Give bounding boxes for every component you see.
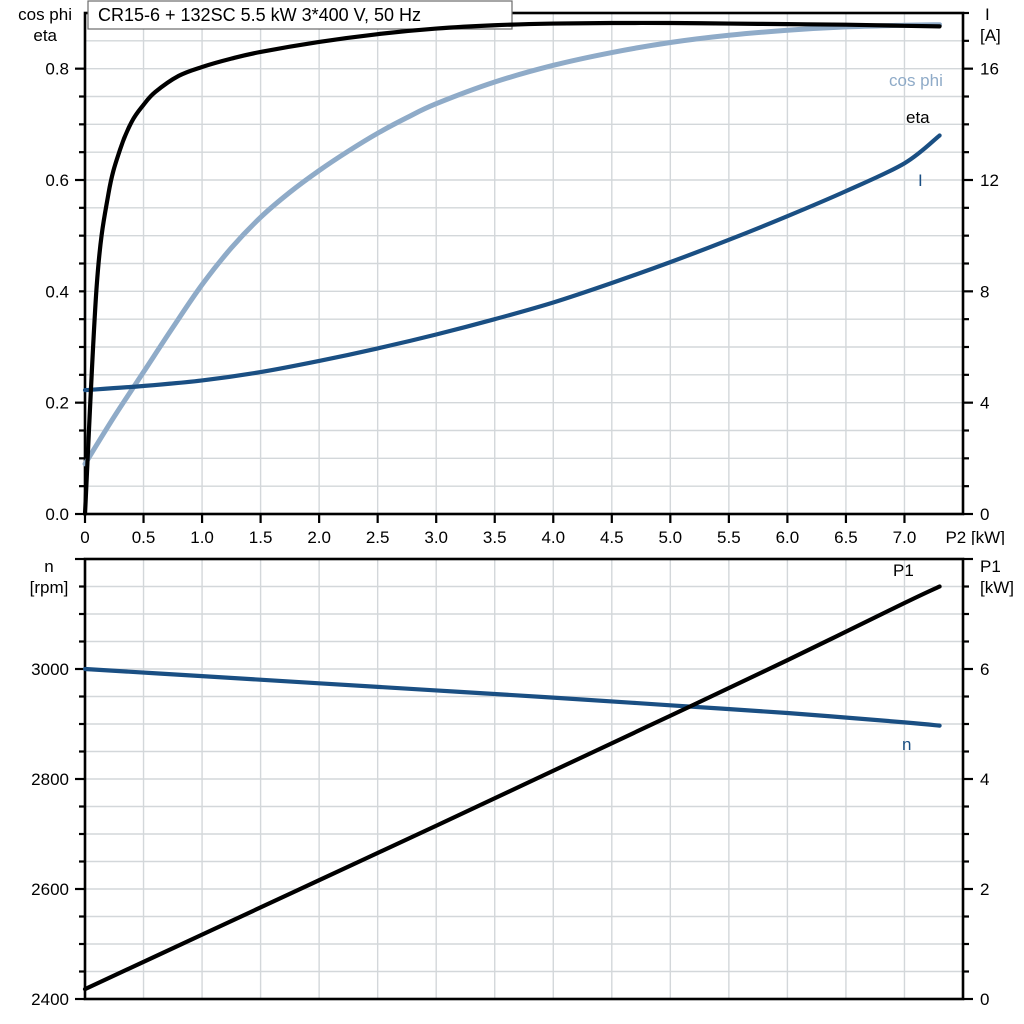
y-tick-label: 0.6 (45, 171, 69, 190)
x-tick-label: 5.5 (717, 528, 741, 545)
top-chart-svg: 0 0.5 1.0 1.5 2.0 2.5 3.0 3.5 4.0 4.5 5.0 5.5 6.0 6.5… (18, 0, 1005, 545)
curve-cos-phi (82, 22, 943, 467)
x-tick-label: 3.5 (483, 528, 507, 545)
y2-tick-label: 4 (980, 394, 989, 413)
x-tick-label: 6.5 (834, 528, 858, 545)
curve-label-speed: n (902, 735, 911, 754)
bottom-chart-svg: 2400 2600 2800 3000 n [rpm] 0 2 4 6 P1 [kW] P1 n (30, 557, 1014, 1009)
y-tick-label: 2800 (31, 770, 69, 789)
curve-label-p1: P1 (893, 561, 914, 580)
x-tick-label: 2.5 (366, 528, 390, 545)
x-tick-label: 0 (80, 528, 89, 545)
y-tick-label: 3000 (31, 660, 69, 679)
title-box-frame (87, 0, 513, 30)
curve-current (82, 133, 942, 393)
right-axis-title-line2: [kW] (980, 578, 1014, 597)
left-axis-title-line1: n (44, 557, 53, 576)
top-right-axis: 0 4 8 12 16 I [A] (963, 5, 1001, 524)
x-tick-label: 5.0 (659, 528, 683, 545)
curve-speed (82, 666, 942, 728)
bottom-left-axis: 2400 2600 2800 3000 n [rpm] (30, 557, 85, 1009)
y2-tick-label: 4 (980, 770, 989, 789)
x-tick-label: 1.5 (249, 528, 273, 545)
y2-tick-label: 16 (980, 60, 999, 79)
bottom-right-axis: 0 2 4 6 P1 [kW] (963, 557, 1014, 1009)
curve-label-current: I (918, 171, 923, 190)
curve-label-cos-phi: cos phi (889, 71, 943, 90)
right-axis-title-line1: P1 (980, 557, 1001, 576)
x-tick-label: 4.0 (541, 528, 565, 545)
top-x-axis: 0 0.5 1.0 1.5 2.0 2.5 3.0 3.5 4.0 4.5 5.0 5.5 6.0 6.5… (80, 514, 1005, 545)
left-axis-title-line2: [rpm] (30, 578, 69, 597)
left-axis-title-line1: cos phi (18, 5, 72, 24)
y2-tick-label: 12 (980, 171, 999, 190)
y-tick-label: 0.4 (45, 282, 69, 301)
x-tick-label: 6.0 (776, 528, 800, 545)
y2-tick-label: 0 (980, 505, 989, 524)
bottom-grid-group (85, 559, 963, 999)
x-tick-label: 3.0 (424, 528, 448, 545)
x-tick-label: 0.5 (132, 528, 156, 545)
curve-p1 (82, 584, 942, 992)
curve-label-eta: eta (906, 108, 930, 127)
right-axis-title-line1: I (985, 5, 990, 24)
top-left-axis: 0.0 0.2 0.4 0.6 0.8 cos phi eta (18, 5, 85, 524)
bottom-chart-panel: 2400 2600 2800 3000 n [rpm] 0 2 4 6 P1 [kW] P1 n (0, 545, 1024, 1024)
y-tick-label: 2400 (31, 990, 69, 1009)
top-chart-panel: 0 0.5 1.0 1.5 2.0 2.5 3.0 3.5 4.0 4.5 5.0 5.5 6.0 6.5… (18, 0, 1005, 545)
y2-tick-label: 8 (980, 282, 989, 301)
y-tick-label: 0.2 (45, 394, 69, 413)
right-axis-title-line2: [A] (980, 26, 1001, 45)
x-tick-label: 7.0 (893, 528, 917, 545)
x-tick-label: 1.0 (190, 528, 214, 545)
y-tick-label: 0.0 (45, 505, 69, 524)
y2-tick-label: 0 (980, 990, 989, 1009)
chart-title-text: CR15-6 + 132SC 5.5 kW 3*400 V, 50 Hz (98, 5, 421, 25)
y-tick-label: 0.8 (45, 60, 69, 79)
y-tick-label: 2600 (31, 880, 69, 899)
left-axis-title-line2: eta (33, 26, 57, 45)
y2-tick-label: 6 (980, 660, 989, 679)
chart-title-box: CR15-6 + 132SC 5.5 kW 3*400 V, 50 Hz (87, 0, 513, 30)
x-tick-label: 4.5 (600, 528, 624, 545)
top-grid-group (85, 13, 963, 514)
y2-tick-label: 2 (980, 880, 989, 899)
x-axis-title: P2 [kW] (945, 528, 1005, 545)
x-tick-label: 2.0 (307, 528, 331, 545)
curve-eta (82, 20, 942, 517)
